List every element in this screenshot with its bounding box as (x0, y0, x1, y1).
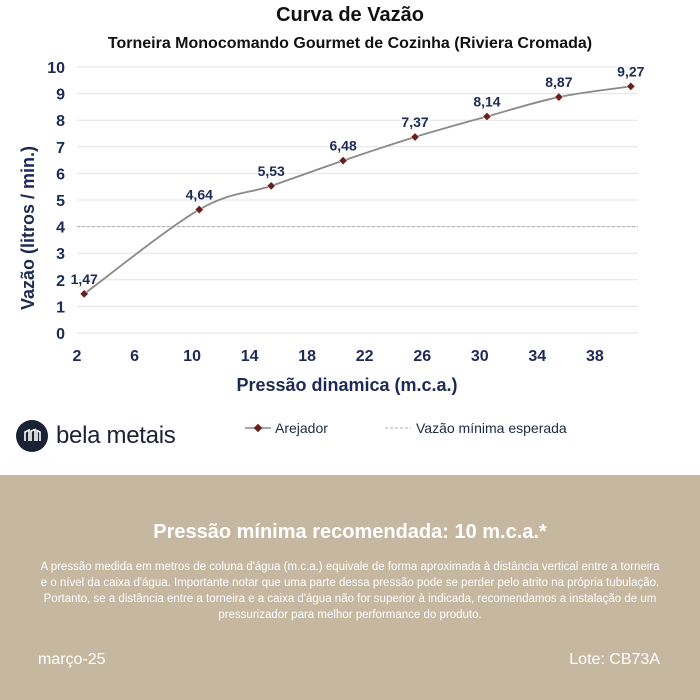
date-label: março-25 (38, 651, 106, 668)
data-label-7: 9,27 (617, 63, 644, 79)
x-axis-label: Pressão dinamica (m.c.a.) (236, 375, 457, 395)
data-point-4 (410, 132, 420, 142)
pressure-explanation: A pressão medida em metros de coluna d'á… (40, 561, 660, 621)
y-tick-label-6: 6 (56, 166, 65, 183)
y-tick-labels: 0 1 2 3 4 5 6 7 8 9 10 (47, 60, 65, 343)
brand-logo: bela metais (16, 420, 176, 452)
data-label-1: 4,64 (186, 187, 213, 203)
data-point-7 (626, 81, 636, 92)
legend-label-vazao-minima: Vazão mínima esperada (416, 420, 567, 436)
x-tick-labels: 2 6 10 14 18 22 26 30 34 38 (73, 348, 604, 365)
y-tick-label-8: 8 (56, 113, 65, 130)
legend-label-arejador: Arejador (275, 420, 328, 436)
legend-item-arejador: Arejador (245, 420, 328, 436)
y-tick-label-5: 5 (56, 193, 65, 210)
data-label-4: 7,37 (401, 114, 428, 130)
pressure-headline: Pressão mínima recomendada: 10 m.c.a.* (153, 521, 547, 543)
data-point-6 (554, 92, 564, 102)
data-point-0 (79, 289, 89, 299)
x-tick-label-6: 26 (413, 348, 431, 365)
y-axis-label: Vazão (litros / min.) (18, 146, 38, 310)
x-tick-label-9: 38 (586, 348, 604, 365)
x-tick-label-1: 6 (130, 348, 139, 365)
x-tick-label-4: 18 (298, 348, 316, 365)
legend-line-marker-icon (245, 423, 271, 433)
data-point-5 (482, 111, 492, 122)
y-tick-label-10: 10 (47, 60, 65, 77)
data-label-5: 8,14 (473, 93, 500, 109)
x-tick-label-2: 10 (183, 348, 201, 365)
grid-lines (77, 66, 638, 334)
y-tick-label-1: 1 (56, 299, 65, 316)
data-label-0: 1,47 (71, 271, 98, 287)
data-point-3 (338, 156, 348, 166)
data-point-2 (266, 181, 276, 191)
data-point-1 (194, 204, 204, 215)
y-tick-label-7: 7 (56, 140, 65, 157)
x-tick-label-5: 22 (356, 348, 374, 365)
chart-title: Curva de Vazão (276, 4, 424, 26)
info-panel: Pressão mínima recomendada: 10 m.c.a.* A… (0, 475, 700, 700)
x-tick-label-3: 14 (241, 348, 259, 365)
x-tick-label-8: 34 (528, 348, 546, 365)
y-tick-label-4: 4 (56, 220, 65, 237)
series-line-arejador (83, 85, 631, 295)
bela-metais-logo-icon (16, 420, 48, 452)
legend-item-vazao-minima: Vazão mínima esperada (385, 420, 567, 436)
data-label-2: 5,53 (258, 163, 285, 179)
data-label-3: 6,48 (329, 138, 356, 154)
chart-subtitle: Torneira Monocomando Gourmet de Cozinha … (107, 35, 593, 52)
brand-name: bela metais (56, 422, 176, 449)
y-tick-label-9: 9 (56, 87, 65, 104)
data-label-6: 8,87 (545, 74, 572, 90)
x-tick-label-7: 30 (471, 348, 489, 365)
y-tick-label-2: 2 (56, 273, 65, 290)
lot-label: Lote: CB73A (569, 651, 660, 668)
x-tick-label-0: 2 (73, 348, 82, 365)
y-tick-label-0: 0 (56, 326, 65, 343)
legend-dashed-line-icon (385, 427, 411, 429)
series-group: 1,47 4,64 5,53 6,48 7,37 8,14 8,87 9,27 (71, 63, 645, 299)
y-tick-label-3: 3 (56, 246, 65, 263)
